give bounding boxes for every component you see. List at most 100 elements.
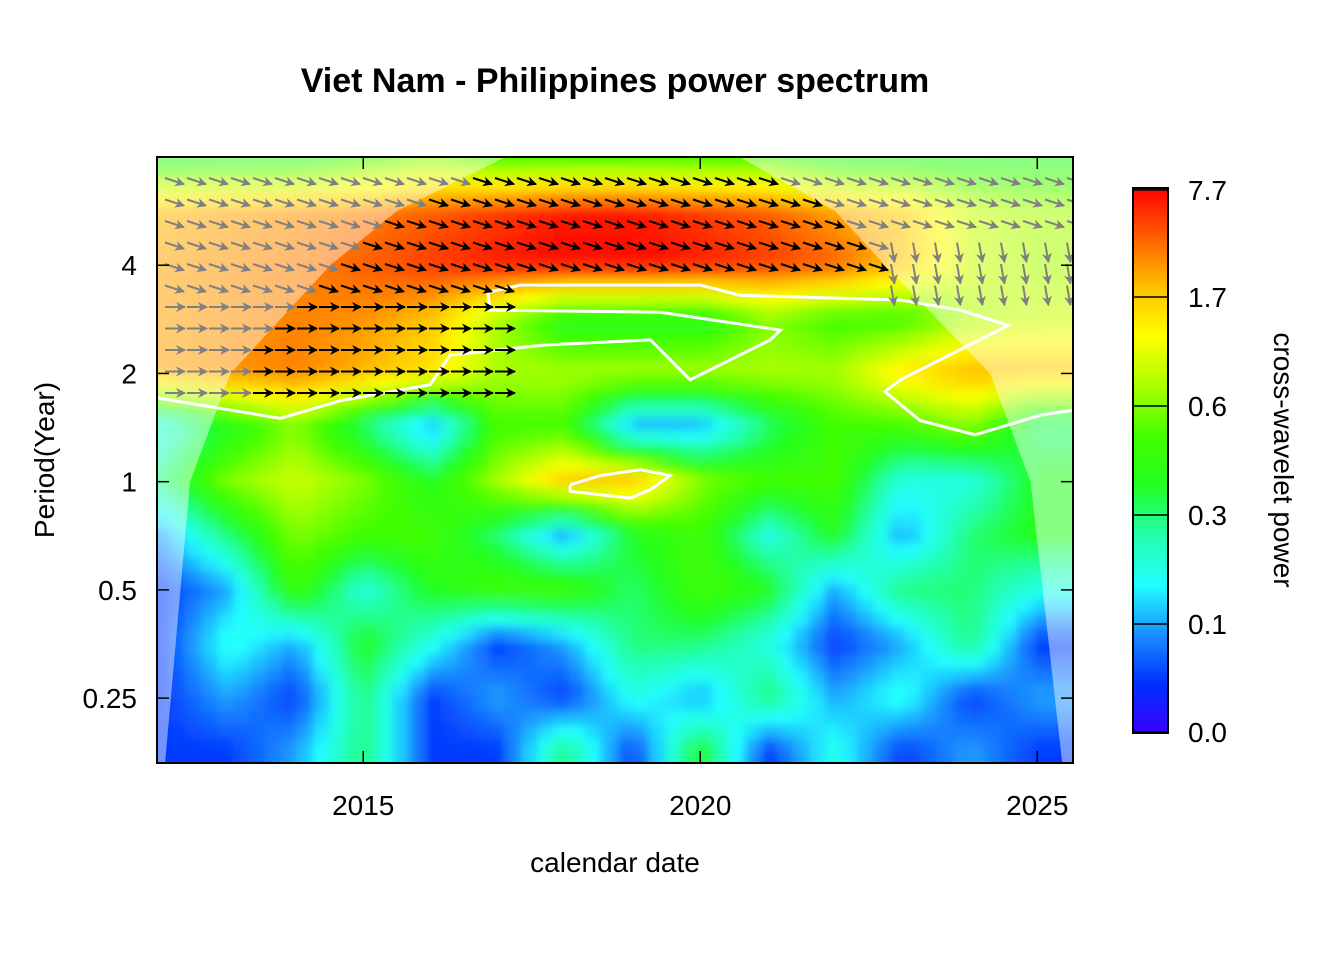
heatmap-cell [457,207,474,222]
heatmap-cell [201,571,218,586]
heatmap-cell [137,249,154,264]
heatmap-cell [889,445,906,460]
heatmap-cell [329,753,346,763]
heatmap-cell [841,319,858,334]
heatmap-cell [201,543,218,558]
heatmap-cell [857,641,874,656]
heatmap-cell [169,431,186,446]
heatmap-cell [361,613,378,628]
heatmap-cell [1001,389,1018,404]
phase-arrow [472,262,493,273]
phase-arrow [384,198,405,208]
heatmap-cell [857,599,874,614]
phase-arrow [604,198,625,208]
heatmap-cell [521,291,538,306]
heatmap-cell [217,515,234,530]
heatmap-cell [281,697,298,712]
heatmap-cell [649,487,666,502]
heatmap-cell [953,487,970,502]
heatmap-cell [537,753,554,763]
heatmap-cell [681,417,698,432]
heatmap-cell [953,627,970,642]
heatmap-cell [617,543,634,558]
phase-arrow [406,262,427,273]
heatmap-cell [665,767,682,782]
heatmap-cell [697,137,714,152]
heatmap-cell [425,739,442,754]
heatmap-cell [441,389,458,404]
heatmap-cell [345,599,362,614]
heatmap-cell [157,739,170,754]
heatmap-cell [873,249,890,264]
heatmap-cell [1017,655,1034,670]
heatmap-cell [1033,683,1050,698]
heatmap-cell [489,627,506,642]
phase-arrow [582,176,603,187]
heatmap-cell [841,305,858,320]
heatmap-cell [1033,389,1050,404]
heatmap-cell [1017,305,1034,320]
heatmap-cell [1033,157,1050,166]
heatmap-cell [1065,739,1073,754]
heatmap-cell [281,725,298,740]
heatmap-cell [505,431,522,446]
heatmap-cell [601,641,618,656]
heatmap-cell [297,613,314,628]
heatmap-cell [329,711,346,726]
phase-arrow [428,284,449,294]
heatmap-cell [521,165,538,180]
heatmap-cell [265,361,282,376]
heatmap-cell [697,641,714,656]
heatmap-cell [313,585,330,600]
heatmap-cell [825,767,842,782]
heatmap-cell [345,529,362,544]
heatmap-cell [649,683,666,698]
heatmap-cell [889,207,906,222]
heatmap-cell [953,157,970,166]
heatmap-cell [697,333,714,348]
phase-arrow [252,176,273,187]
heatmap-cell [617,557,634,572]
heatmap-cell [841,431,858,446]
heatmap-cell [761,585,778,600]
heatmap-cell [585,417,602,432]
heatmap-cell [1065,221,1073,236]
heatmap-cell [569,137,586,152]
heatmap-cell [505,473,522,488]
heatmap-cell [393,753,410,763]
heatmap-cell [745,165,762,180]
heatmap-cell [681,571,698,586]
heatmap-cell [921,641,938,656]
heatmap-cell [361,137,378,152]
heatmap-cell [1017,487,1034,502]
heatmap-cell [201,459,218,474]
heatmap-cell [633,165,650,180]
phase-arrow [1041,242,1052,264]
heatmap-cell [409,697,426,712]
heatmap-cell [185,249,202,264]
phase-arrow [318,262,339,273]
heatmap-cell [1017,333,1034,348]
heatmap-cell [713,431,730,446]
heatmap-cell [169,697,186,712]
heatmap-cell [377,669,394,684]
heatmap-cell [157,291,170,306]
heatmap-cell [169,137,186,152]
heatmap-cell [985,599,1002,614]
heatmap-cell [137,487,154,502]
heatmap-cell [825,305,842,320]
heatmap-cell [361,683,378,698]
heatmap-cell [793,403,810,418]
heatmap-cell [649,711,666,726]
heatmap-cell [185,697,202,712]
heatmap-cell [201,431,218,446]
phase-arrow [868,241,889,251]
phase-arrow [780,176,801,187]
heatmap-cell [665,655,682,670]
heatmap-cell [633,501,650,516]
heatmap-cell [953,641,970,656]
heatmap-cell [937,431,954,446]
phase-arrow [296,241,317,251]
heatmap-cell [297,585,314,600]
heatmap-cell [157,571,170,586]
